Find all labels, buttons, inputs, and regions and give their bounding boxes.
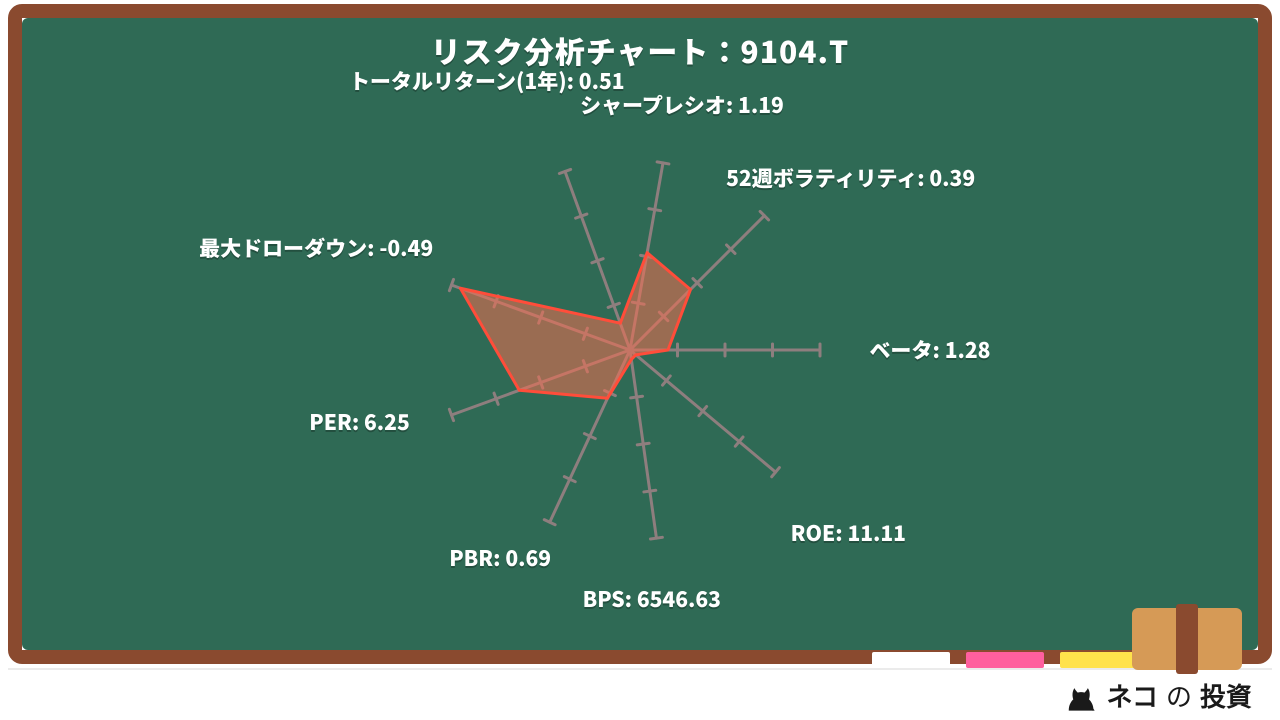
brand-text-no: の [1166, 677, 1192, 714]
axis-label-bps: BPS: 6546.63 [583, 584, 721, 614]
brand-logo: ネコ の 投資 [1062, 677, 1252, 714]
chalk-icon [966, 652, 1044, 668]
axis-label-roe: ROE: 11.11 [791, 518, 906, 548]
cat-icon [1062, 678, 1098, 714]
axis-label-beta: ベータ: 1.28 [870, 335, 991, 365]
axis-label-pbr: PBR: 0.69 [449, 543, 551, 573]
brand-text-1: ネコ [1106, 677, 1157, 714]
chalk-icon [1060, 652, 1138, 668]
axis-label-maxdd: 最大ドローダウン: -0.49 [199, 233, 433, 263]
radar-chart: シャープレシオ: 1.1952週ボラティリティ: 0.39ベータ: 1.28RO… [0, 0, 1280, 660]
eraser-icon [1132, 608, 1242, 670]
chalk-icon [872, 652, 950, 668]
eraser-strap [1176, 604, 1198, 674]
axis-label-vol52: 52週ボラティリティ: 0.39 [726, 163, 975, 193]
axis-label-total_return: トータルリターン(1年): 0.51 [349, 66, 624, 96]
brand-text-2: 投資 [1200, 677, 1252, 714]
axis-label-per: PER: 6.25 [309, 407, 409, 437]
